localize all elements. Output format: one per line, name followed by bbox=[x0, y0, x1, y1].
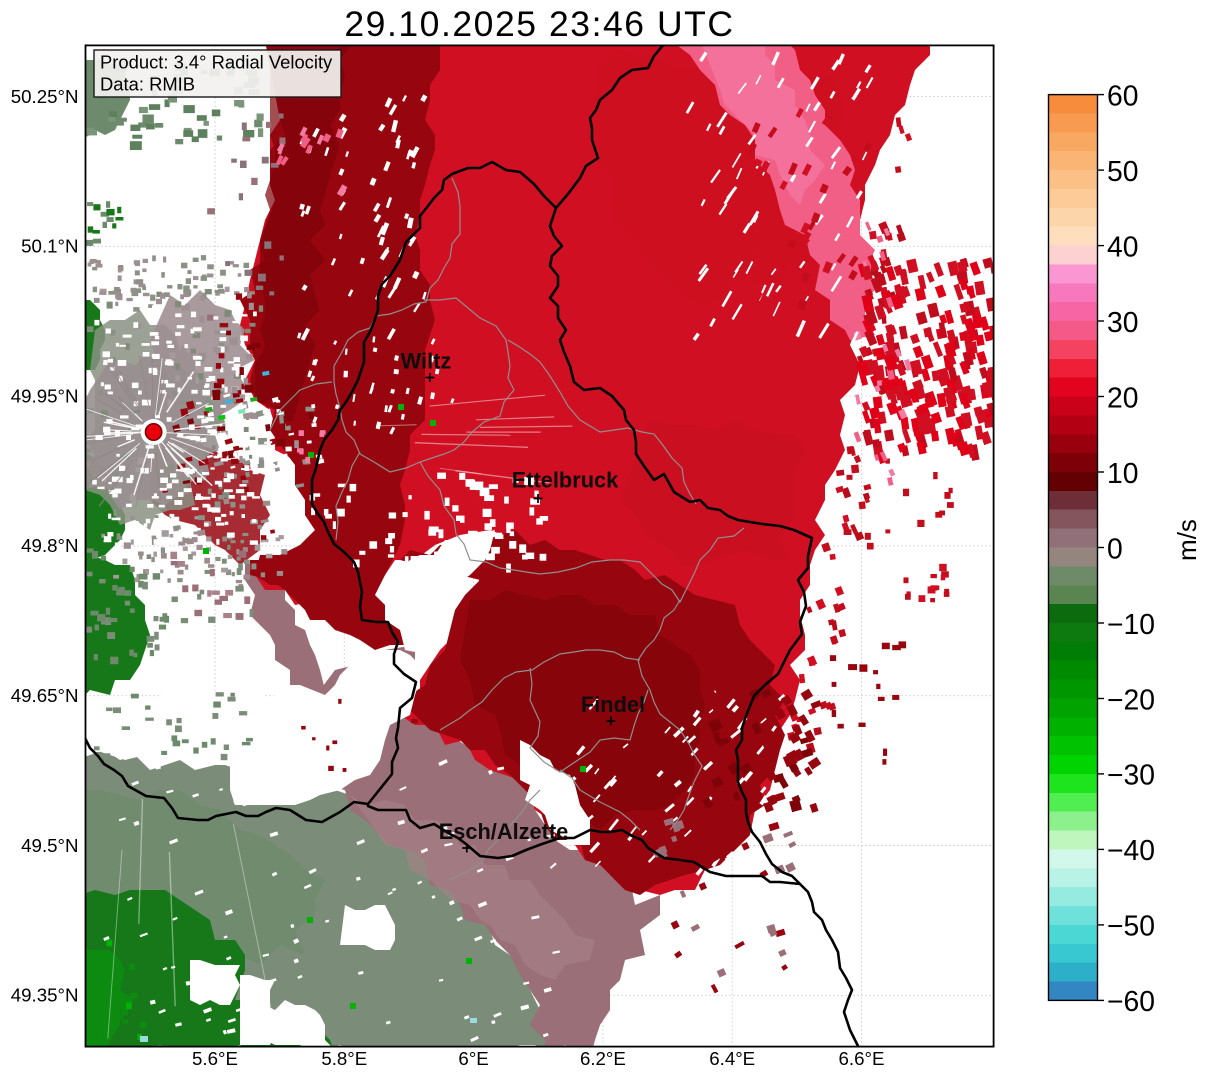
svg-text:5.8°E: 5.8°E bbox=[321, 1048, 367, 1069]
svg-text:6.2°E: 6.2°E bbox=[580, 1048, 626, 1069]
svg-text:5.6°E: 5.6°E bbox=[192, 1048, 238, 1069]
svg-text:Wiltz: Wiltz bbox=[401, 349, 452, 374]
svg-text:6.4°E: 6.4°E bbox=[709, 1048, 755, 1069]
svg-text:40: 40 bbox=[1107, 230, 1138, 262]
svg-text:Product: 3.4° Radial Velocity: Product: 3.4° Radial Velocity bbox=[100, 52, 333, 73]
svg-text:m/s: m/s bbox=[1172, 519, 1202, 561]
svg-text:0: 0 bbox=[1107, 532, 1123, 564]
svg-text:49.8°N: 49.8°N bbox=[21, 535, 78, 556]
svg-text:29.10.2025 23:46 UTC: 29.10.2025 23:46 UTC bbox=[344, 4, 734, 44]
svg-text:−40: −40 bbox=[1107, 834, 1155, 866]
svg-text:6°E: 6°E bbox=[458, 1048, 488, 1069]
svg-text:50: 50 bbox=[1107, 155, 1138, 187]
svg-text:−20: −20 bbox=[1107, 683, 1155, 715]
svg-text:Esch/Alzette: Esch/Alzette bbox=[439, 819, 569, 844]
svg-text:Findel: Findel bbox=[581, 692, 645, 717]
svg-text:30: 30 bbox=[1107, 306, 1138, 338]
svg-text:6.6°E: 6.6°E bbox=[839, 1048, 885, 1069]
svg-text:Data: RMIB: Data: RMIB bbox=[100, 74, 195, 95]
svg-text:10: 10 bbox=[1107, 457, 1138, 489]
svg-text:49.5°N: 49.5°N bbox=[21, 835, 78, 856]
svg-text:−50: −50 bbox=[1107, 910, 1155, 942]
svg-text:49.95°N: 49.95°N bbox=[11, 385, 79, 406]
svg-text:Ettelbruck: Ettelbruck bbox=[512, 468, 619, 493]
svg-text:−60: −60 bbox=[1107, 985, 1155, 1017]
svg-text:60: 60 bbox=[1107, 79, 1138, 111]
svg-text:−10: −10 bbox=[1107, 608, 1155, 640]
svg-text:20: 20 bbox=[1107, 381, 1138, 413]
svg-text:49.65°N: 49.65°N bbox=[11, 685, 79, 706]
svg-text:50.25°N: 50.25°N bbox=[11, 86, 79, 107]
svg-text:50.1°N: 50.1°N bbox=[21, 236, 78, 257]
svg-text:−30: −30 bbox=[1107, 759, 1155, 791]
svg-text:49.35°N: 49.35°N bbox=[11, 985, 79, 1006]
